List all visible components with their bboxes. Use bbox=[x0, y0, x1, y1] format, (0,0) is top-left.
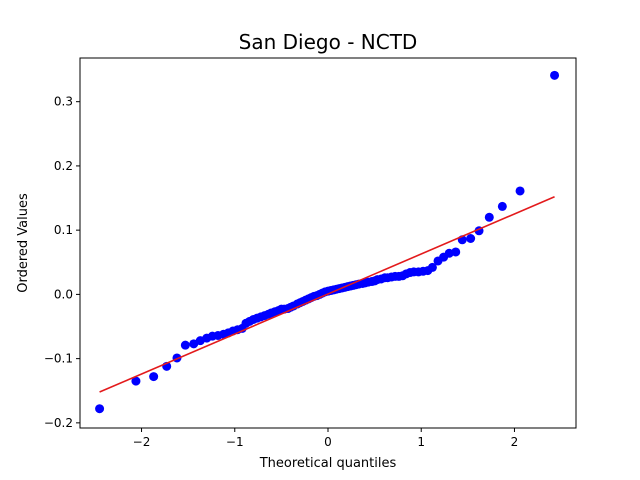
x-tick-label: −1 bbox=[226, 435, 244, 449]
data-point bbox=[466, 234, 476, 244]
data-point bbox=[451, 247, 461, 257]
y-axis-label: Ordered Values bbox=[16, 193, 31, 293]
x-tick-label: 2 bbox=[511, 435, 519, 449]
y-tick-label: 0.3 bbox=[54, 95, 73, 109]
y-tick-label: −0.1 bbox=[44, 352, 73, 366]
y-tick-label: 0.2 bbox=[54, 159, 73, 173]
chart-title: San Diego - NCTD bbox=[239, 30, 418, 54]
data-point bbox=[131, 376, 141, 386]
data-point bbox=[550, 70, 560, 80]
data-point bbox=[180, 340, 190, 350]
data-point bbox=[427, 262, 437, 272]
plot-area bbox=[95, 70, 560, 414]
y-axis: −0.2 −0.1 0.0 0.1 0.2 0.3 bbox=[44, 95, 80, 430]
x-tick-label: 0 bbox=[324, 435, 332, 449]
data-point bbox=[149, 372, 159, 382]
y-tick-label: −0.2 bbox=[44, 416, 73, 430]
x-tick-label: −2 bbox=[133, 435, 151, 449]
y-tick-label: 0.1 bbox=[54, 223, 73, 237]
x-axis-label: Theoretical quantiles bbox=[259, 456, 397, 471]
y-tick-label: 0.0 bbox=[54, 287, 73, 301]
data-point bbox=[484, 212, 494, 222]
x-tick-label: 1 bbox=[417, 435, 425, 449]
fit-line bbox=[99, 196, 555, 393]
data-point bbox=[497, 201, 507, 211]
data-point bbox=[95, 404, 105, 414]
x-axis: −2 −1 0 1 2 bbox=[133, 428, 519, 449]
data-point bbox=[515, 186, 525, 196]
